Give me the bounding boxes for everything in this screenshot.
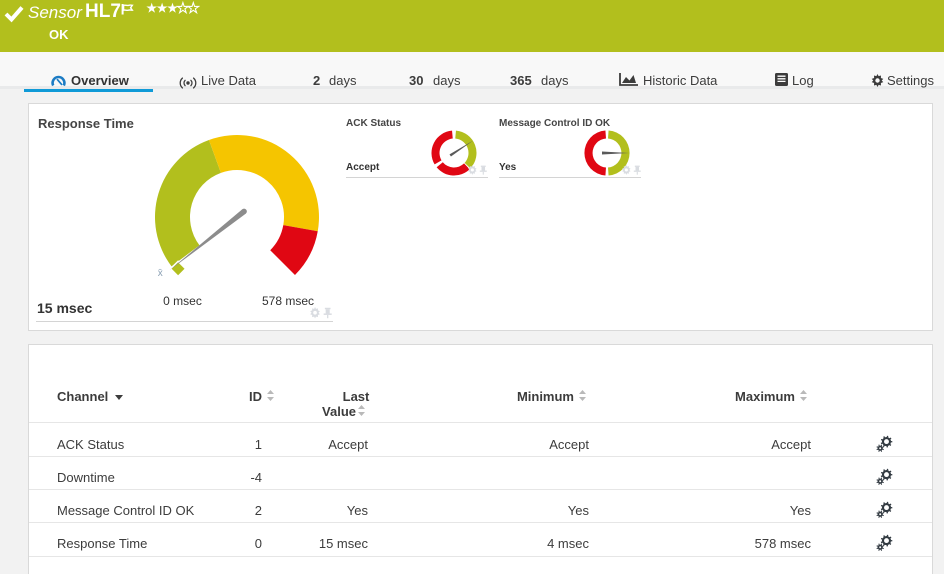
svg-text:x̄: x̄ (158, 268, 163, 279)
